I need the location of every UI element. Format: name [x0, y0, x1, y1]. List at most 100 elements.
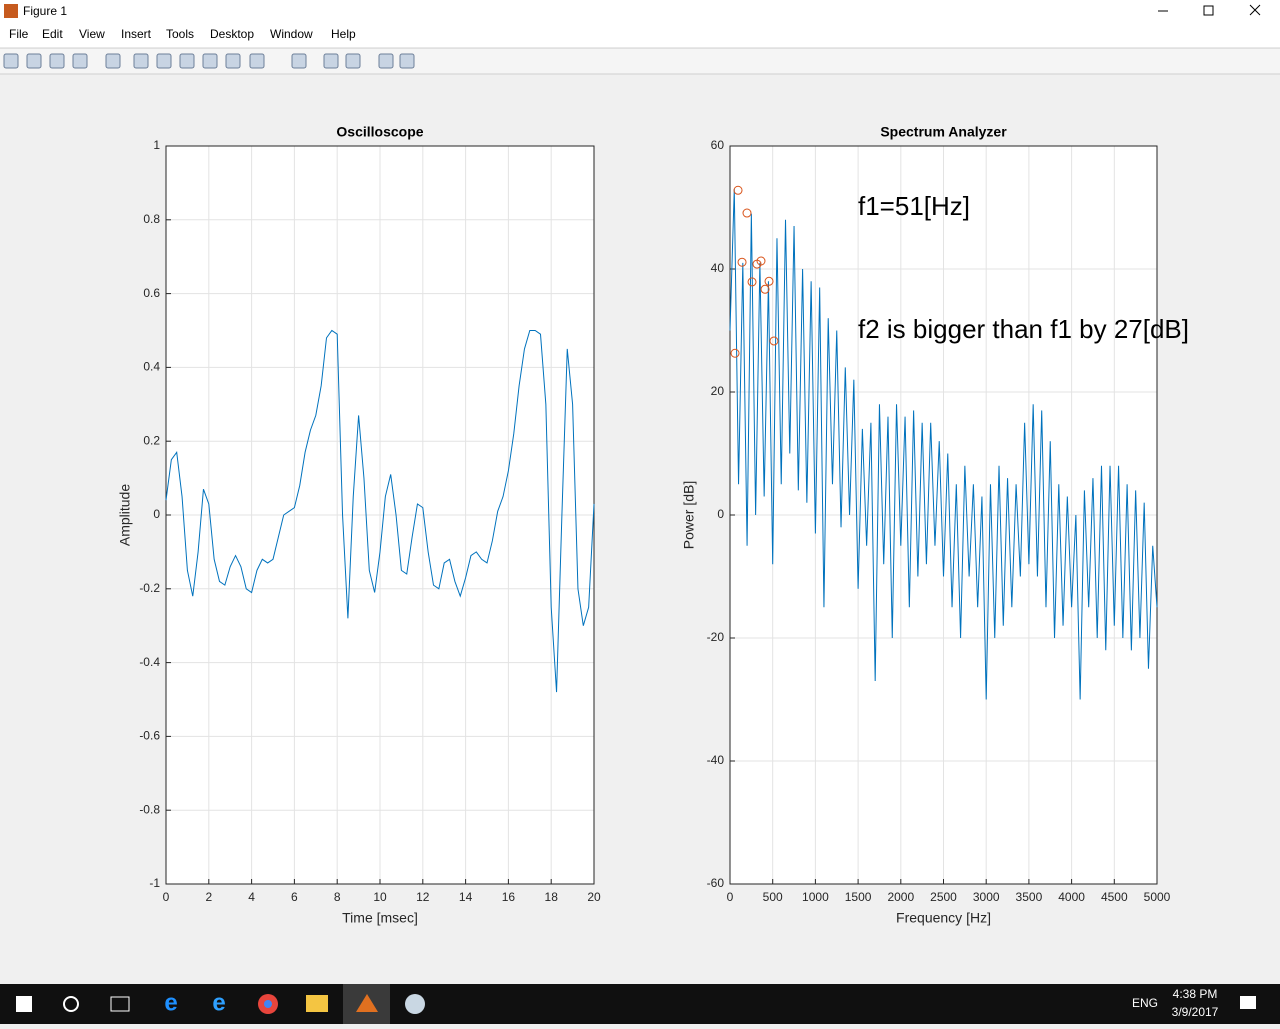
- menu-item[interactable]: Desktop: [210, 27, 254, 41]
- search-button[interactable]: [63, 996, 79, 1012]
- x-tick-label: 4: [248, 890, 255, 904]
- y-tick-label: 40: [711, 261, 725, 275]
- x-tick-label: 0: [163, 890, 170, 904]
- y-tick-label: 0.2: [143, 433, 160, 447]
- y-axis-label: Amplitude: [117, 484, 133, 546]
- tool-button[interactable]: [323, 53, 339, 69]
- start-button[interactable]: [16, 996, 32, 1012]
- peak-marker: [760, 284, 770, 294]
- x-axis-label: Frequency [Hz]: [896, 910, 991, 926]
- axes-box: [165, 145, 595, 885]
- annotation: f2 is bigger than f1 by 27[dB]: [858, 314, 1189, 344]
- x-tick-label: 3500: [1016, 890, 1043, 904]
- tool-button[interactable]: [72, 53, 88, 69]
- x-tick-label: 18: [545, 890, 559, 904]
- restore-button[interactable]: [1203, 5, 1214, 16]
- x-tick-label: 4000: [1058, 890, 1085, 904]
- y-tick-label: -0.6: [139, 729, 160, 743]
- y-tick-label: 0.6: [143, 286, 160, 300]
- window-title: Figure 1: [23, 4, 67, 18]
- peak-marker: [737, 257, 747, 267]
- toolbar-icons: [3, 53, 415, 69]
- x-tick-label: 1500: [845, 890, 872, 904]
- x-tick-label: 12: [416, 890, 430, 904]
- tool-button[interactable]: [3, 53, 19, 69]
- explorer-icon[interactable]: [306, 995, 328, 1012]
- taskbar: [0, 984, 1280, 1024]
- y-tick-label: -40: [707, 753, 725, 767]
- x-tick-label: 1000: [802, 890, 829, 904]
- app-icon: [4, 4, 18, 18]
- peak-marker: [730, 348, 740, 358]
- task-view-button[interactable]: [110, 996, 130, 1012]
- tool-button[interactable]: [179, 53, 195, 69]
- peak-marker: [742, 208, 752, 218]
- x-tick-label: 0: [727, 890, 734, 904]
- x-tick-label: 5000: [1144, 890, 1171, 904]
- tool-button[interactable]: [133, 53, 149, 69]
- clock-time[interactable]: 4:38 PM: [1173, 987, 1218, 1001]
- language[interactable]: ENG: [1132, 996, 1158, 1010]
- chart-title: Spectrum Analyzer: [880, 124, 1007, 140]
- y-tick-label: -1: [149, 876, 160, 890]
- tool-button[interactable]: [225, 53, 241, 69]
- x-tick-label: 20: [587, 890, 601, 904]
- tool-button[interactable]: [49, 53, 65, 69]
- tool-button[interactable]: [399, 53, 415, 69]
- x-tick-label: 16: [502, 890, 516, 904]
- peak-marker: [764, 276, 774, 286]
- menu-item[interactable]: Tools: [166, 27, 194, 41]
- x-tick-label: 6: [291, 890, 298, 904]
- tool-button[interactable]: [378, 53, 394, 69]
- y-tick-label: 1: [153, 138, 160, 152]
- x-axis-label: Time [msec]: [342, 910, 418, 926]
- y-tick-label: -0.2: [139, 581, 160, 595]
- title-bar: [0, 0, 1280, 23]
- menu-item[interactable]: File: [9, 27, 29, 41]
- peak-marker: [747, 277, 757, 287]
- menu-item[interactable]: Insert: [121, 27, 152, 41]
- menu-item[interactable]: Window: [270, 27, 313, 41]
- tool-button[interactable]: [291, 53, 307, 69]
- menu-item[interactable]: Edit: [42, 27, 63, 41]
- x-tick-label: 2: [205, 890, 212, 904]
- peak-marker: [733, 185, 743, 195]
- x-tick-label: 3000: [973, 890, 1000, 904]
- tool-button[interactable]: [105, 53, 121, 69]
- close-button[interactable]: [1249, 4, 1261, 16]
- tool-button[interactable]: [26, 53, 42, 69]
- data-line: [165, 329, 595, 693]
- menu-item[interactable]: Help: [331, 27, 356, 41]
- clock-date[interactable]: 3/9/2017: [1172, 1005, 1219, 1019]
- x-tick-label: 14: [459, 890, 473, 904]
- x-tick-label: 500: [763, 890, 783, 904]
- y-tick-label: 0: [717, 507, 724, 521]
- chart-title: Oscilloscope: [336, 124, 423, 140]
- y-tick-label: 20: [711, 384, 725, 398]
- x-tick-label: 2000: [887, 890, 914, 904]
- paint-icon[interactable]: [405, 994, 425, 1014]
- y-tick-label: -0.8: [139, 802, 160, 816]
- menu-item[interactable]: View: [79, 27, 105, 41]
- tool-button[interactable]: [249, 53, 265, 69]
- x-tick-label: 4500: [1101, 890, 1128, 904]
- annotation: f1=51[Hz]: [858, 191, 970, 221]
- peak-marker: [756, 256, 766, 266]
- tool-button[interactable]: [345, 53, 361, 69]
- x-tick-label: 8: [334, 890, 341, 904]
- axes-box: [729, 145, 1158, 885]
- notifications[interactable]: [1240, 996, 1256, 1009]
- tool-button[interactable]: [156, 53, 172, 69]
- y-tick-label: 60: [711, 138, 725, 152]
- y-tick-label: -60: [707, 876, 725, 890]
- x-tick-label: 10: [373, 890, 387, 904]
- edge-icon[interactable]: e: [164, 989, 177, 1016]
- y-tick-label: -20: [707, 630, 725, 644]
- tool-button[interactable]: [202, 53, 218, 69]
- y-tick-label: 0.4: [143, 360, 160, 374]
- menu-bar: [0, 23, 1280, 48]
- data-line: [729, 189, 1158, 700]
- x-tick-label: 2500: [930, 890, 957, 904]
- ie-icon[interactable]: e: [212, 989, 225, 1016]
